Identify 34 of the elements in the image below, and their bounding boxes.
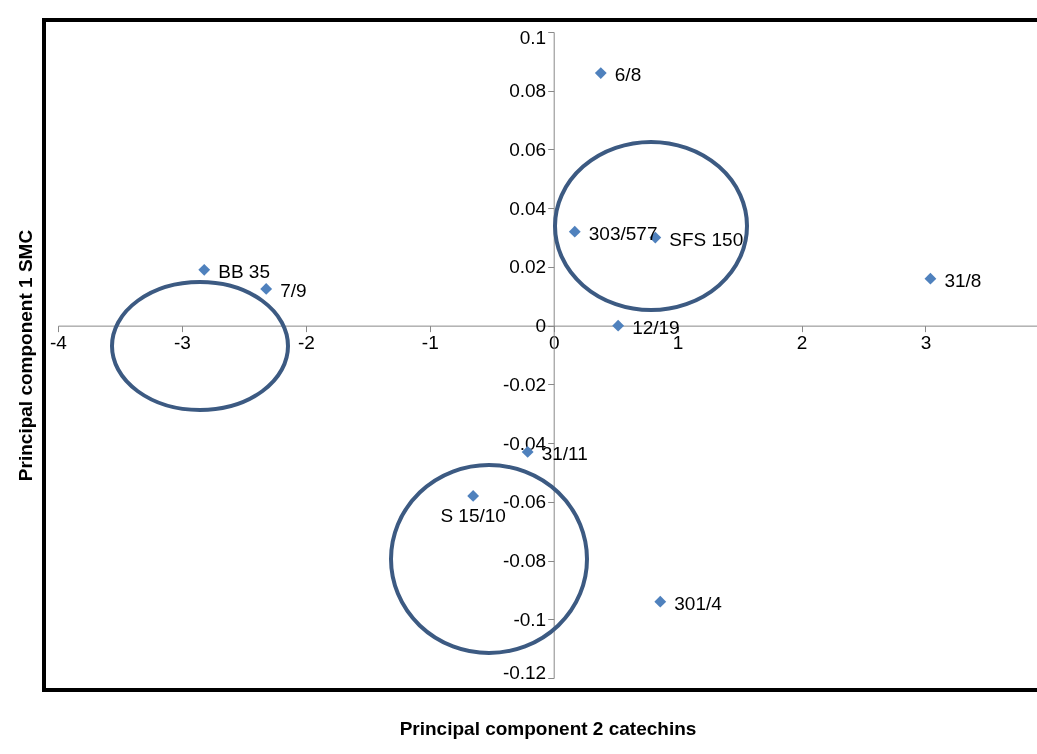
x-tick-label: -1: [421, 332, 439, 354]
x-tick-label: -3: [173, 332, 191, 354]
y-tick-label: -0.1: [513, 608, 547, 630]
y-axis-title: Principal component 1 SMC: [15, 229, 37, 482]
point: [198, 263, 211, 276]
y-tick-label: -0.02: [502, 373, 547, 395]
annotation: 6/8: [614, 64, 642, 86]
x-axis-title: Principal component 2 catechins: [399, 717, 697, 739]
annotation: 301/4: [674, 592, 723, 614]
y-tick-label: -0.08: [502, 550, 547, 572]
y-tick-label: 0.06: [509, 138, 547, 160]
x-tick-label: -4: [50, 332, 68, 354]
point: [568, 225, 581, 238]
x-tick-label: -2: [297, 332, 315, 354]
point: [654, 595, 667, 608]
annotation: SFS 150: [669, 228, 744, 250]
y-tick-label: 0.08: [509, 80, 547, 102]
x-tick-label: 3: [920, 332, 932, 354]
annotation: 303/577: [588, 222, 658, 244]
y-tick-label: -0.12: [502, 661, 547, 683]
point: [467, 490, 480, 502]
point: [612, 319, 625, 332]
annotation: 31/8: [944, 269, 982, 291]
y-tick-label: 0.02: [509, 256, 547, 278]
point: [260, 283, 273, 295]
annotation: BB 35: [218, 260, 270, 282]
annotation: S 15/10: [440, 504, 506, 526]
y-tick-label: 0.1: [519, 26, 547, 48]
y-tick-label: 0.04: [509, 197, 547, 219]
point: [924, 272, 937, 285]
point: [594, 67, 607, 80]
x-tick-label: 2: [796, 332, 808, 354]
annotation: 7/9: [280, 279, 307, 301]
y-tick-label: 0: [535, 315, 547, 337]
